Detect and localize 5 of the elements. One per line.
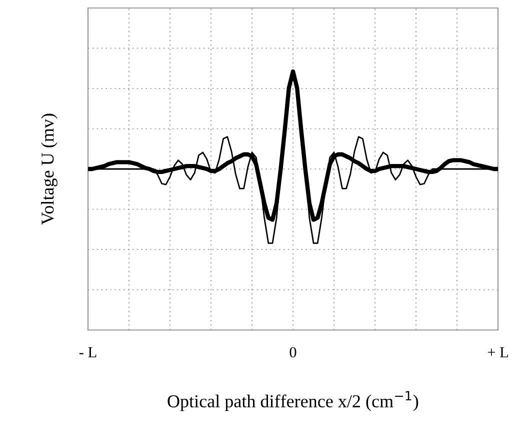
x-tick-label: + L [488,347,508,358]
x-axis-title: Optical path difference x/2 (cm$^{−1}$) [168,391,418,412]
x-tick-label: - L [79,347,96,358]
x-tick-label: 0 [290,347,296,358]
y-axis-title: Voltage U (mv) [41,114,58,225]
